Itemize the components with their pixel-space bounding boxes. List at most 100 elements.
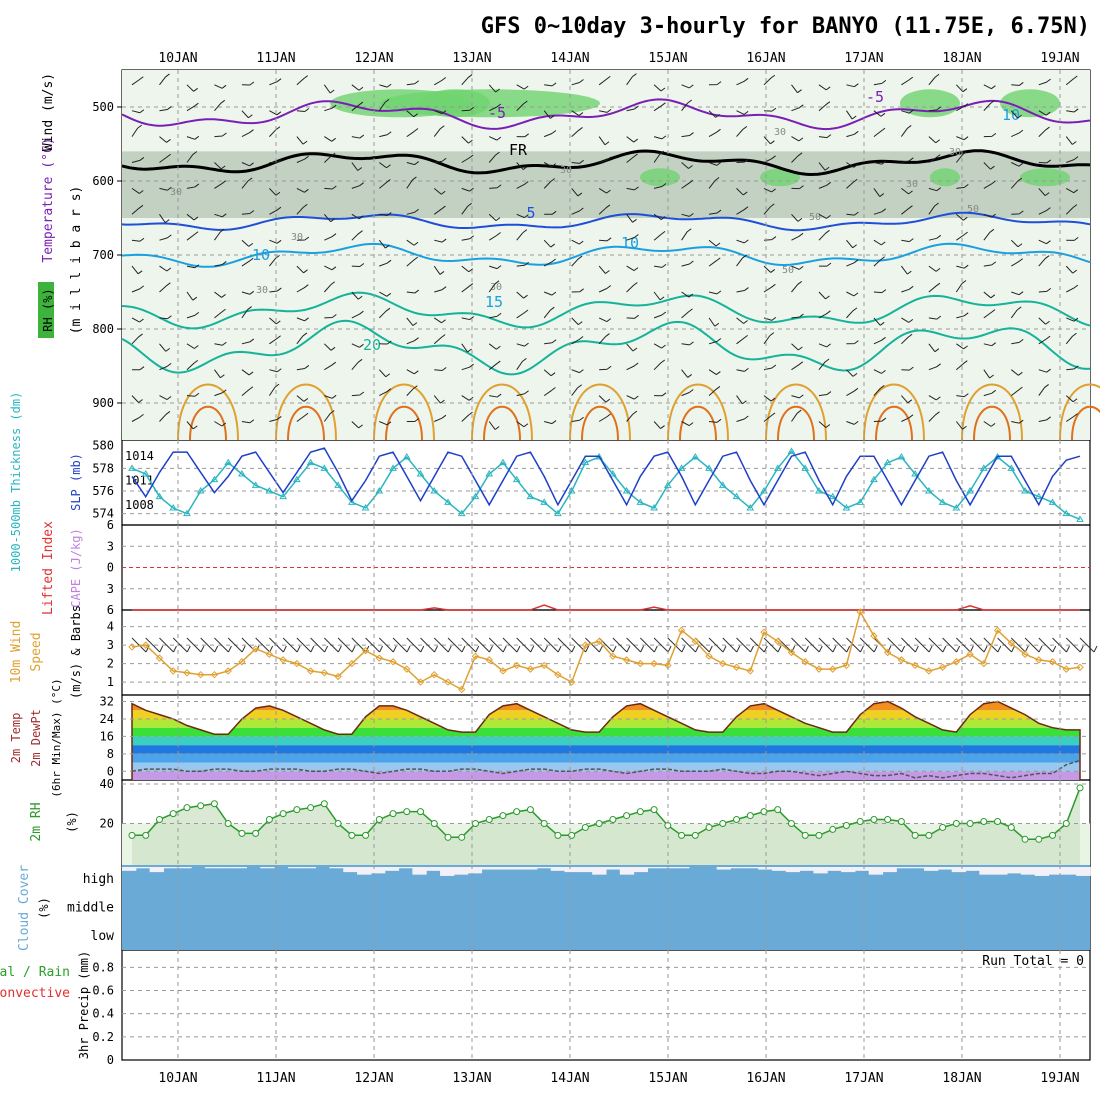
- rh-line-marker: [911, 831, 919, 839]
- wind-barb: [159, 136, 171, 143]
- wind-barb: [489, 136, 502, 141]
- rh-line-marker: [444, 833, 452, 841]
- wind-barb: [791, 343, 803, 351]
- wind-barb: [736, 334, 748, 345]
- wind-barb: [1038, 287, 1052, 293]
- wind-barb: [351, 310, 364, 319]
- wind-speed-line-marker: [251, 645, 260, 653]
- isotherm-30: [385, 405, 423, 441]
- wind-barb: [626, 395, 639, 400]
- wind-barb: [269, 287, 282, 293]
- wind-speed-line-marker: [911, 661, 919, 670]
- wind-speed-line-marker: [361, 646, 370, 655]
- thickness-line-marker: [787, 447, 796, 454]
- isotherm: [121, 242, 1091, 268]
- wind-barb: [159, 73, 170, 86]
- thickness-line-marker: [773, 464, 782, 471]
- date-label-bottom: 13JAN: [452, 1071, 491, 1086]
- wind-speed-line-marker: [636, 659, 645, 668]
- wind-barb-10m: [955, 637, 974, 653]
- cloud-gap-high: [357, 867, 372, 875]
- cloud-gap-high: [177, 867, 192, 869]
- rh-line-marker: [829, 825, 837, 833]
- cloud-level-label: low: [91, 929, 115, 944]
- wind-speed-line-marker: [238, 658, 246, 666]
- wind-barb: [159, 265, 172, 272]
- wind-barb: [598, 75, 611, 86]
- rh-line-marker: [719, 819, 727, 827]
- wind-barb-10m: [791, 637, 809, 653]
- wind-barb: [323, 84, 335, 94]
- wind-barb: [653, 343, 666, 349]
- contour-label: 30: [490, 282, 502, 293]
- cloud-gap-high: [1034, 867, 1050, 876]
- wind-barb-10m: [763, 637, 782, 653]
- isotherm-25: [765, 383, 827, 441]
- wind-barb: [516, 421, 529, 428]
- wind-barb: [818, 291, 830, 300]
- wind-barb: [296, 203, 308, 215]
- thickness-line-marker: [499, 458, 507, 466]
- wind-barb: [131, 285, 145, 293]
- wind-barb: [736, 287, 749, 293]
- wind-barb: [873, 208, 887, 215]
- li-tick: 6: [107, 603, 114, 617]
- wind-barb: [956, 343, 968, 350]
- wind-barb: [1010, 369, 1023, 376]
- wind-barb: [653, 150, 665, 163]
- wind-barb: [598, 333, 610, 345]
- wind-barb: [791, 84, 802, 94]
- contour-label: 15: [485, 293, 503, 311]
- li-tick: 6: [107, 518, 114, 532]
- y-axis-title: (6hr Min/Max) (°C): [50, 678, 63, 797]
- wind-barb: [653, 291, 665, 301]
- wind-barb: [516, 309, 529, 319]
- wind-barb: [489, 184, 502, 189]
- wind-barb: [653, 311, 667, 319]
- wind-barb: [955, 84, 968, 93]
- wind-barb: [571, 255, 583, 267]
- wind-barb: [488, 421, 500, 430]
- cloud-gap-high: [785, 867, 801, 873]
- rh-line-marker: [774, 806, 782, 814]
- wind-barb: [736, 395, 747, 405]
- date-label-bottom: 11JAN: [256, 1071, 295, 1086]
- isotherm-30: [875, 405, 913, 441]
- wind-barb: [873, 384, 885, 396]
- wind-barb: [873, 317, 885, 326]
- rh-line-marker: [417, 808, 425, 816]
- thickness-line-marker: [663, 481, 672, 488]
- wind-barb: [406, 239, 419, 246]
- thickness-line-marker: [389, 464, 397, 471]
- date-label-top: 15JAN: [648, 51, 687, 66]
- wind-barb: [379, 340, 392, 345]
- rh-line-marker: [403, 808, 411, 816]
- wind-barb: [928, 265, 941, 272]
- wind-barb: [241, 386, 254, 396]
- thickness-line-marker: [691, 453, 700, 460]
- isotherm-30: [777, 405, 815, 441]
- wind-barb: [489, 265, 502, 270]
- date-label-top: 18JAN: [942, 51, 981, 66]
- rh-line-marker: [320, 800, 328, 808]
- wind-barb: [351, 421, 363, 429]
- wind-barb: [241, 419, 255, 424]
- wind-barb: [736, 158, 749, 163]
- wind-barb-10m: [255, 637, 274, 653]
- wind-barb: [131, 317, 144, 323]
- thickness-line-marker: [938, 498, 947, 505]
- y-axis-title: Lifted Index: [41, 521, 56, 615]
- wind-barb: [928, 234, 942, 241]
- wind-barb: [681, 308, 693, 319]
- wind-speed-line-marker: [403, 665, 411, 673]
- wind-barb: [901, 317, 914, 323]
- wind-barb: [928, 343, 940, 353]
- wind-barb: [901, 188, 913, 195]
- wind-barb: [131, 395, 143, 403]
- wind-barb-10m: [804, 637, 823, 653]
- thickness-line-marker: [416, 470, 425, 477]
- wind-barb: [873, 110, 886, 117]
- wind-barb: [434, 286, 447, 293]
- wind-speed-line-marker: [609, 652, 617, 660]
- rh-line-marker: [842, 821, 850, 829]
